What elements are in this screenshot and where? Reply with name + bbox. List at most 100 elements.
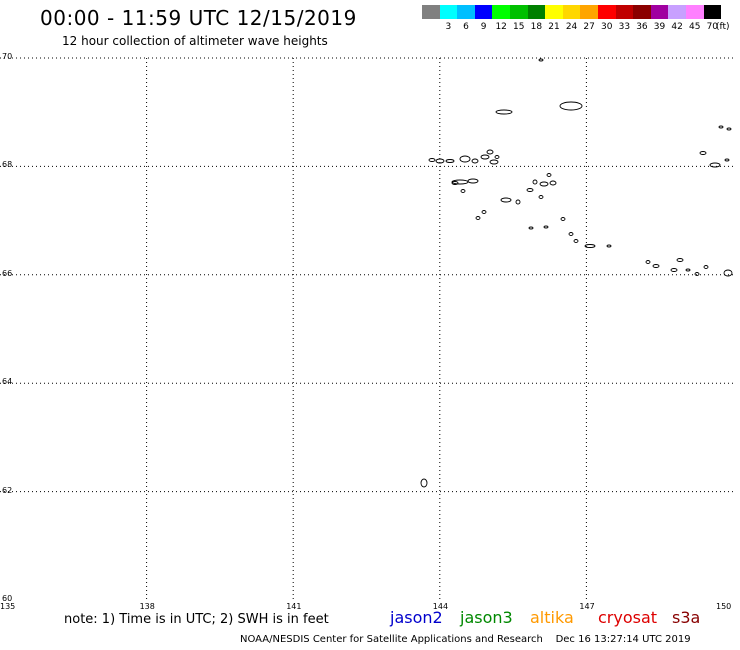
scale-label: 18: [530, 22, 543, 32]
scale-swatch: [668, 5, 686, 19]
wave-height-color-scale: 3 6 9 12 15 18 21 24 27 30 33 36 39 42 45 70: [422, 5, 722, 32]
scale-bin: 33: [615, 5, 634, 32]
island-outline: [486, 149, 494, 155]
map-title: 00:00 - 11:59 UTC 12/15/2019: [40, 6, 357, 30]
footnote: note: 1) Time is in UTC; 2) SWH is in fe…: [64, 612, 329, 627]
scale-swatch: [562, 5, 581, 19]
island-outline: [694, 272, 700, 276]
coastline-islands: [420, 58, 733, 488]
island-outline: [645, 260, 651, 264]
island-outline: [471, 158, 479, 164]
island-outline: [467, 178, 479, 184]
island-outline: [451, 181, 459, 185]
scale-swatch: [509, 5, 528, 19]
island-outline: [494, 155, 500, 159]
island-outline: [532, 179, 538, 185]
scale-bin: 42: [668, 5, 686, 32]
lon-tick-label: 144: [432, 602, 449, 611]
satellite-legend-item: jason2: [390, 608, 443, 627]
island-outline: [676, 258, 684, 262]
scale-swatch: [527, 5, 546, 19]
scale-label: 15: [513, 22, 525, 32]
scale-swatch: [545, 5, 563, 19]
lon-tick-label: 141: [286, 602, 302, 611]
island-outline: [420, 478, 428, 488]
scale-label: 3: [445, 22, 452, 32]
scale-label: 6: [463, 22, 469, 32]
island-outline: [726, 127, 732, 131]
island-outline: [451, 179, 469, 185]
lon-tick-label: 150: [716, 602, 732, 611]
scale-bin: 45: [685, 5, 704, 32]
scale-bin: 9: [474, 5, 493, 32]
scale-swatch: [422, 5, 440, 19]
scale-bin: 6: [457, 5, 475, 32]
island-outline: [573, 239, 579, 243]
island-outline: [500, 197, 512, 203]
scale-bin: [422, 5, 440, 32]
island-outline: [549, 180, 557, 186]
scale-swatch: [474, 5, 493, 19]
scale-bin: 36: [633, 5, 651, 32]
island-outline: [489, 159, 499, 165]
satellite-legend-item: cryosat: [598, 608, 658, 627]
satellite-legend-item: altika: [530, 608, 574, 627]
island-outline: [699, 151, 707, 155]
scale-swatch: [580, 5, 598, 19]
lat-lon-grid: [0, 57, 733, 600]
lat-tick-label: 68: [2, 160, 13, 170]
island-outline: [528, 226, 534, 230]
scale-label: 39: [653, 22, 666, 32]
lon-tick-label: 138: [139, 602, 155, 611]
lat-tick-label: 66: [2, 268, 13, 278]
island-outline: [560, 217, 566, 221]
island-outline: [480, 154, 490, 160]
island-outline: [526, 188, 534, 192]
scale-label: 21: [548, 22, 560, 32]
scale-label: 24: [565, 22, 578, 32]
scale-swatch: [439, 5, 458, 19]
scale-bin: 18: [527, 5, 546, 32]
scale-label: 36: [636, 22, 648, 32]
island-outline: [435, 158, 445, 164]
island-outline: [538, 195, 544, 199]
scale-swatch: [633, 5, 651, 19]
scale-bin: 30: [597, 5, 616, 32]
scale-unit: (ft): [716, 22, 730, 32]
generated-timestamp: Dec 16 13:27:14 UTC 2019: [555, 634, 691, 645]
island-outline: [546, 173, 552, 177]
scale-bin: 70: [703, 5, 722, 32]
scale-bin: 24: [562, 5, 581, 32]
island-outline: [475, 216, 481, 220]
lat-tick-label: 60: [2, 594, 13, 603]
island-outline: [606, 244, 612, 248]
lat-tick-label: 62: [2, 485, 13, 495]
scale-swatch: [615, 5, 634, 19]
scale-label: 12: [495, 22, 507, 32]
credit-line: NOAA/NESDIS Center for Satellite Applica…: [240, 634, 691, 645]
satellite-legend-item: jason3: [460, 608, 513, 627]
scale-swatch: [492, 5, 510, 19]
scale-bin: 3: [439, 5, 458, 32]
island-outline: [724, 158, 730, 162]
island-outline: [515, 199, 521, 205]
island-outline: [685, 268, 691, 272]
scale-swatch: [597, 5, 616, 19]
lon-tick-label: 147: [579, 602, 595, 611]
lon-tick-label: 135: [0, 602, 16, 611]
island-outline: [670, 268, 678, 272]
island-outline: [652, 264, 660, 268]
island-outline: [709, 162, 721, 168]
satellite-legend-item: s3a: [672, 608, 701, 627]
scale-label: 9: [480, 22, 487, 32]
island-outline: [718, 125, 724, 129]
island-outline: [445, 159, 455, 163]
scale-bin: 15: [509, 5, 528, 32]
scale-label: 42: [671, 22, 683, 32]
scale-swatch: [650, 5, 669, 19]
scale-label: 27: [583, 22, 595, 32]
lat-tick-label: 70: [2, 52, 13, 61]
island-outline: [559, 101, 583, 111]
scale-label: 30: [601, 22, 613, 32]
